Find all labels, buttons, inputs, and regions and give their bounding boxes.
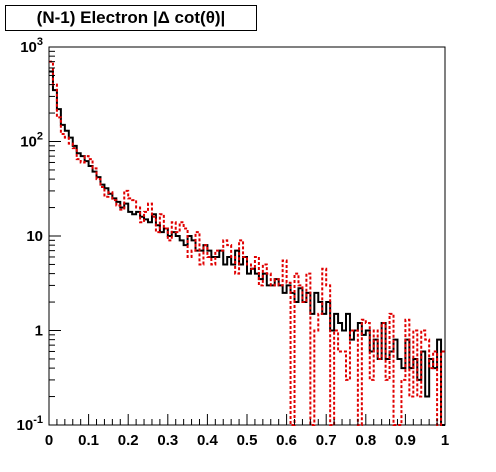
y-tick-label: 102	[20, 131, 43, 151]
x-tick-label: 0.9	[395, 432, 416, 449]
x-tick-label: 0.1	[78, 432, 99, 449]
x-tick-label: 1	[441, 432, 449, 449]
x-tick-label: 0.2	[118, 432, 139, 449]
series-line-2	[49, 60, 445, 426]
x-tick-label: 0.3	[157, 432, 178, 449]
x-tick-label: 0.8	[355, 432, 376, 449]
x-tick-label: 0.7	[316, 432, 337, 449]
y-tick-label: 1	[35, 323, 43, 340]
x-tick-label: 0.6	[276, 432, 297, 449]
y-tick-label: 10-1	[17, 414, 43, 434]
x-tick-label: 0.4	[197, 432, 219, 449]
x-tick-label: 0	[45, 432, 53, 449]
axes-layer: 0 0.1 0.2 0.3 0.4 0.5 0.6 0.7 0.8 0.9 1 10-1 1 10 102 1…	[17, 36, 450, 449]
chart-title: (N-1) Electron |Δ cot(θ)|	[5, 5, 257, 31]
plot-frame	[48, 46, 446, 426]
series-layer	[49, 60, 445, 426]
y-tick-label: 103	[20, 36, 43, 56]
y-tick-label: 10	[26, 228, 43, 245]
x-tick-label: 0.5	[237, 432, 258, 449]
